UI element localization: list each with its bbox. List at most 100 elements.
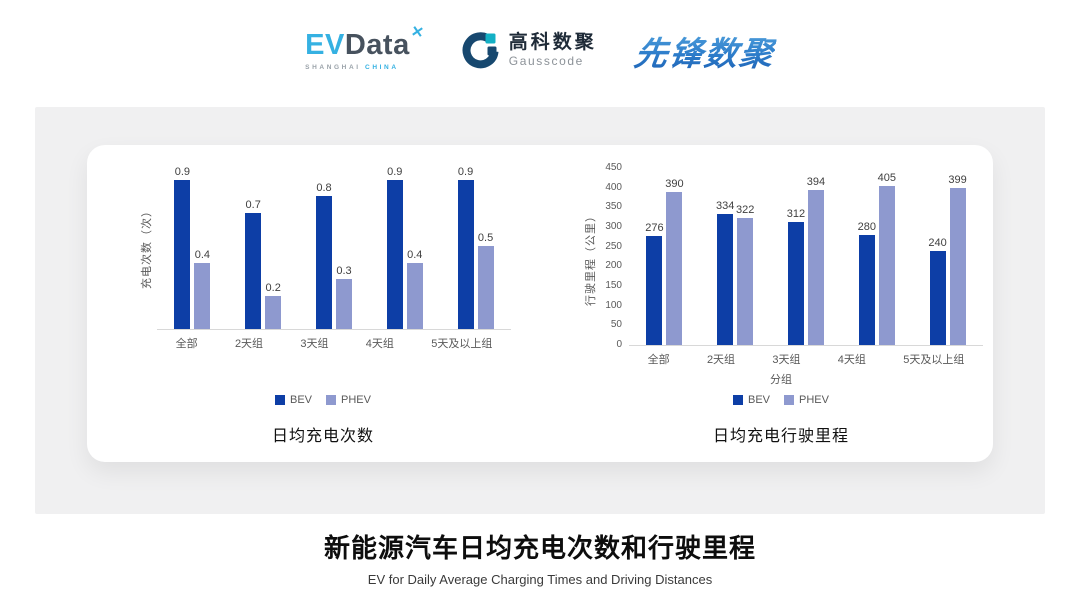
xianfeng-logo: 先锋数聚 [631, 27, 778, 75]
legend-item-BEV: BEV [733, 394, 770, 406]
category-label: 3天组 [772, 354, 801, 366]
bar-value-label: 322 [736, 204, 755, 217]
gausscode-logo: 高科数聚 Gausscode [462, 32, 597, 70]
bar-BEV: 0.9 [457, 166, 474, 329]
bar-group: 240 399 [928, 169, 967, 345]
bar-PHEV: 0.3 [335, 265, 352, 329]
bar-value-label: 334 [716, 199, 735, 212]
bar-value-label: 280 [857, 220, 876, 233]
evdata-wordmark: EV Data ✕ [305, 23, 425, 61]
bar-BEV: 240 [928, 237, 947, 345]
gausscode-en-text: Gausscode [508, 54, 584, 69]
bar-value-label: 0.2 [265, 281, 281, 294]
category-label: 2天组 [706, 354, 736, 366]
bar-value-label: 0.4 [407, 248, 423, 261]
category-label: 3天组 [300, 338, 329, 350]
evdata-shanghai-text: SHANGHAI [305, 64, 361, 71]
legend-item-PHEV: PHEV [326, 394, 371, 406]
bar-group: 280 405 [858, 169, 896, 345]
bar-PHEV: 0.2 [265, 282, 282, 329]
bar-group: 0.9 0.5 [457, 164, 494, 329]
bar-value-label: 405 [877, 171, 896, 184]
legend-label: PHEV [341, 394, 371, 406]
evdata-subtext: SHANGHAI CHINA [305, 64, 398, 71]
legend: BEV PHEV [579, 394, 983, 406]
y-tick-label: 200 [605, 260, 622, 272]
chart-charging-times: 充电次数（次） 0.9 0.4 0.7 0.2 0.8 0.3 0.9 0.4 0.9 0.5 全… [135, 164, 511, 446]
y-tick-label: 150 [605, 280, 622, 291]
y-tick-label: 350 [605, 201, 622, 213]
y-axis-ticks: 0 50 100 150 200 250 300 350 400 450 [601, 163, 629, 350]
bar-PHEV: 0.4 [406, 249, 423, 329]
y-tick-label: 300 [605, 221, 622, 232]
bar-group: 0.9 0.4 [386, 164, 423, 329]
background-panel: 充电次数（次） 0.9 0.4 0.7 0.2 0.8 0.3 0.9 0.4 0.9 0.5 全… [35, 107, 1045, 514]
bar-value-label: 0.9 [387, 165, 403, 178]
bar-BEV: 280 [858, 221, 876, 345]
legend-item-BEV: BEV [275, 394, 312, 406]
bar-group: 0.7 0.2 [245, 164, 282, 329]
category-label: 5天及以上组 [903, 354, 965, 366]
bar-BEV: 0.8 [315, 182, 332, 329]
legend-label: BEV [290, 394, 313, 406]
gausscode-g-icon [462, 32, 499, 69]
bar-PHEV: 394 [807, 176, 825, 345]
bar-PHEV: 390 [665, 178, 684, 345]
plot-row: 充电次数（次） 0.9 0.4 0.7 0.2 0.8 0.3 0.9 0.4 0.9 0.5 [135, 164, 511, 330]
footer: 新能源汽车日均充电次数和行驶里程 EV for Daily Average Ch… [0, 528, 1080, 587]
evdata-ev-text: EV [305, 29, 345, 61]
bar-PHEV: 0.4 [194, 249, 211, 329]
legend: BEV PHEV [135, 394, 511, 406]
y-tick-label: 400 [605, 181, 622, 193]
bar-value-label: 399 [948, 174, 967, 187]
evdata-logo: EV Data ✕ SHANGHAI CHINA [305, 23, 425, 71]
y-tick-label: 450 [605, 162, 622, 173]
category-label: 全部 [175, 338, 198, 350]
bar-PHEV: 322 [736, 204, 754, 345]
legend-swatch [733, 395, 743, 405]
category-label: 2天组 [234, 338, 264, 350]
header-logos: EV Data ✕ SHANGHAI CHINA 高科数聚 Gausscode 先锋… [0, 16, 1080, 86]
bar-BEV: 0.9 [386, 166, 403, 329]
bar-value-label: 0.3 [336, 265, 352, 278]
category-axis: 全部 2天组 3天组 4天组 5天及以上组 [579, 351, 983, 367]
chart-card: 充电次数（次） 0.9 0.4 0.7 0.2 0.8 0.3 0.9 0.4 0.9 0.5 全… [87, 145, 993, 462]
y-tick-label: 250 [605, 240, 622, 252]
legend-swatch [784, 395, 795, 405]
category-label: 4天组 [837, 354, 866, 366]
category-label: 全部 [647, 354, 670, 366]
bar-PHEV: 0.5 [477, 232, 494, 329]
bar-PHEV: 405 [878, 172, 896, 345]
bar-value-label: 0.7 [245, 198, 261, 211]
category-axis: 全部 2天组 3天组 4天组 5天及以上组 [135, 335, 511, 351]
legend-swatch [275, 395, 285, 405]
gausscode-cn-text: 高科数聚 [508, 32, 597, 54]
bar-BEV: 0.7 [245, 199, 262, 329]
bar-value-label: 0.4 [194, 248, 211, 261]
legend-label: BEV [748, 394, 771, 406]
category-label: 5天及以上组 [431, 338, 493, 350]
bar-group: 312 394 [786, 169, 825, 345]
bar-value-label: 312 [786, 208, 806, 221]
bar-value-label: 0.8 [316, 182, 332, 195]
legend-item-PHEV: PHEV [784, 394, 829, 406]
bar-group: 0.8 0.3 [315, 164, 352, 329]
chart-title: 日均充电行驶里程 [712, 428, 849, 445]
bar-group: 276 390 [645, 169, 684, 345]
y-axis-label: 行驶里程（公里） [585, 209, 597, 306]
bar-value-label: 394 [806, 176, 826, 189]
x-axis-label: 分组 [770, 374, 792, 386]
category-label: 4天组 [365, 338, 394, 350]
bar-group: 0.9 0.4 [174, 164, 211, 329]
plot-row: 行驶里程（公里） 0 50 100 150 200 250 300 350 400 450 276… [579, 163, 983, 350]
bar-value-label: 0.9 [457, 165, 474, 178]
evdata-star-icon: ✕ [409, 22, 426, 43]
chart-driving-distance: 行驶里程（公里） 0 50 100 150 200 250 300 350 400 450 276… [579, 163, 983, 446]
bar-value-label: 276 [645, 222, 664, 235]
bar-BEV: 334 [716, 200, 734, 345]
chart-title: 日均充电次数 [271, 428, 374, 445]
evdata-china-text: CHINA [365, 64, 399, 71]
bar-value-label: 0.9 [174, 165, 191, 178]
bar-BEV: 0.9 [174, 166, 191, 329]
